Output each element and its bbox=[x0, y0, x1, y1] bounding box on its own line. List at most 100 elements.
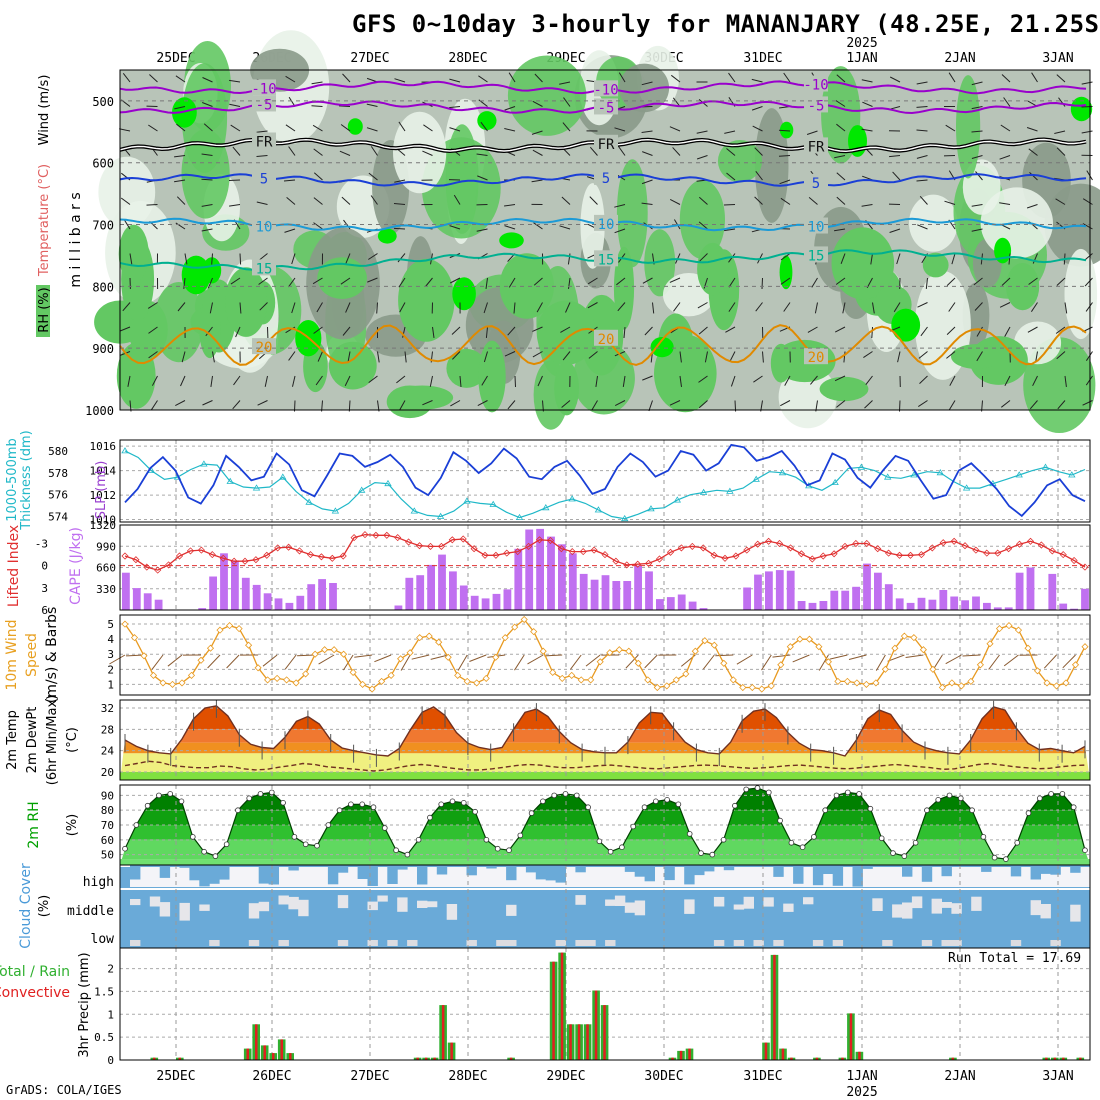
cape-bar bbox=[765, 571, 773, 610]
rh-patch bbox=[391, 385, 454, 410]
date-label-bottom: 30DEC bbox=[644, 1069, 683, 1084]
wind-barb bbox=[394, 179, 406, 183]
y-tick-label: 20 bbox=[101, 766, 114, 779]
precip-convective-bar bbox=[246, 1048, 249, 1060]
wind-barb bbox=[835, 277, 846, 285]
rh-patch-saturated bbox=[377, 228, 397, 244]
wind-barb bbox=[291, 302, 296, 314]
cloud-middle-cell bbox=[298, 899, 309, 917]
wind-barb bbox=[669, 277, 681, 283]
wind-speed-marker bbox=[245, 641, 253, 649]
rh-patch bbox=[507, 55, 587, 136]
wind-barb bbox=[345, 253, 351, 264]
date-label-bottom: 26DEC bbox=[252, 1069, 291, 1084]
cloud-high-cell bbox=[486, 867, 497, 869]
wind-barb bbox=[284, 228, 296, 233]
wind-barb-10m bbox=[109, 654, 126, 665]
side-label: (%) bbox=[65, 814, 80, 837]
cape-bar bbox=[329, 583, 337, 610]
lifted-index-marker bbox=[841, 542, 849, 550]
wind-barb bbox=[291, 253, 296, 265]
wind-barb-10m bbox=[792, 654, 810, 663]
wind-speed-marker bbox=[805, 635, 813, 643]
wind-barb-10m bbox=[1043, 654, 1057, 669]
rh-patch bbox=[199, 300, 221, 359]
cloud-low-cell bbox=[555, 940, 566, 946]
wind-barb bbox=[235, 326, 241, 338]
wind-barb bbox=[257, 400, 268, 406]
y-tick-label: 70 bbox=[101, 819, 114, 832]
wind-speed-marker bbox=[1062, 679, 1070, 687]
isotherm-label: 10 bbox=[598, 217, 615, 233]
wind-barb bbox=[393, 227, 406, 230]
wind-barb bbox=[754, 147, 763, 156]
wind-speed-marker bbox=[292, 679, 300, 687]
rh-band bbox=[120, 810, 1090, 825]
wind-barb bbox=[591, 400, 598, 411]
wind-barb bbox=[1085, 375, 1093, 386]
wind-barb bbox=[975, 171, 983, 181]
cloud-low-cell bbox=[773, 940, 784, 946]
side-label: 2m DewPt bbox=[25, 707, 40, 774]
wind-barb-10m bbox=[167, 654, 183, 667]
thickness-marker bbox=[1015, 471, 1023, 478]
wind-barb bbox=[1055, 198, 1066, 205]
cloud-row-label: middle bbox=[67, 904, 114, 919]
wind-barb bbox=[259, 302, 268, 311]
lifted-index-marker bbox=[579, 548, 587, 556]
date-label-bottom: 2JAN bbox=[944, 1069, 975, 1084]
thickness-marker bbox=[410, 507, 419, 514]
rh-marker bbox=[404, 851, 411, 858]
side-label: Convective bbox=[0, 985, 70, 1001]
wind-speed-marker bbox=[416, 634, 424, 642]
wind-barb bbox=[1000, 400, 1011, 408]
precip-frame bbox=[119, 947, 1091, 1061]
precip-convective-bar bbox=[764, 1042, 768, 1060]
lifted-index-marker bbox=[1048, 547, 1056, 555]
rh-patch bbox=[580, 183, 605, 269]
wind-speed-marker bbox=[1005, 622, 1013, 630]
rh-patch bbox=[446, 348, 487, 388]
wind-barb bbox=[514, 375, 516, 388]
wind-speed-marker bbox=[644, 676, 652, 684]
date-label-top: 28DEC bbox=[448, 51, 487, 66]
wind-barb bbox=[311, 81, 323, 85]
wind-barb bbox=[1056, 147, 1066, 156]
wind-barb bbox=[180, 375, 186, 387]
wind-barb bbox=[398, 121, 406, 132]
cape-bar bbox=[274, 598, 283, 610]
y-tick-label: 5 bbox=[107, 618, 114, 631]
wind-barb bbox=[753, 375, 763, 383]
isotherm-label-bg bbox=[594, 98, 618, 115]
wind-barb-10m bbox=[297, 654, 316, 657]
wind-barb-10m bbox=[905, 654, 924, 658]
wind-barb bbox=[618, 72, 626, 83]
rh-patch bbox=[181, 129, 230, 219]
cloud-high-cell bbox=[159, 867, 171, 878]
thickness-marker bbox=[962, 484, 971, 491]
cloud-middle-cell bbox=[634, 900, 646, 916]
wind-barb-10m bbox=[644, 654, 658, 669]
cape-bar bbox=[939, 590, 948, 610]
cape-bar bbox=[525, 529, 534, 610]
wind-barb bbox=[1056, 74, 1066, 83]
wind-speed-marker bbox=[187, 671, 196, 679]
rh-marker bbox=[291, 834, 298, 840]
wind-speed-marker bbox=[596, 658, 604, 666]
rh-patch bbox=[478, 340, 506, 413]
thickness-marker bbox=[200, 460, 208, 467]
wind-barb bbox=[918, 400, 928, 408]
cape-bar bbox=[1081, 588, 1089, 611]
wind-barb-10m bbox=[875, 654, 886, 671]
wind-barb bbox=[834, 326, 846, 333]
lifted-index-marker bbox=[121, 552, 129, 560]
lifted-index-marker bbox=[612, 557, 620, 565]
wind-barb bbox=[534, 73, 543, 83]
wind-barb bbox=[752, 125, 763, 132]
wind-barb bbox=[176, 123, 186, 132]
wind-speed-marker bbox=[957, 682, 965, 690]
wind-barb bbox=[925, 277, 928, 289]
wind-speed-marker bbox=[283, 676, 291, 684]
wind-barb bbox=[971, 106, 983, 110]
